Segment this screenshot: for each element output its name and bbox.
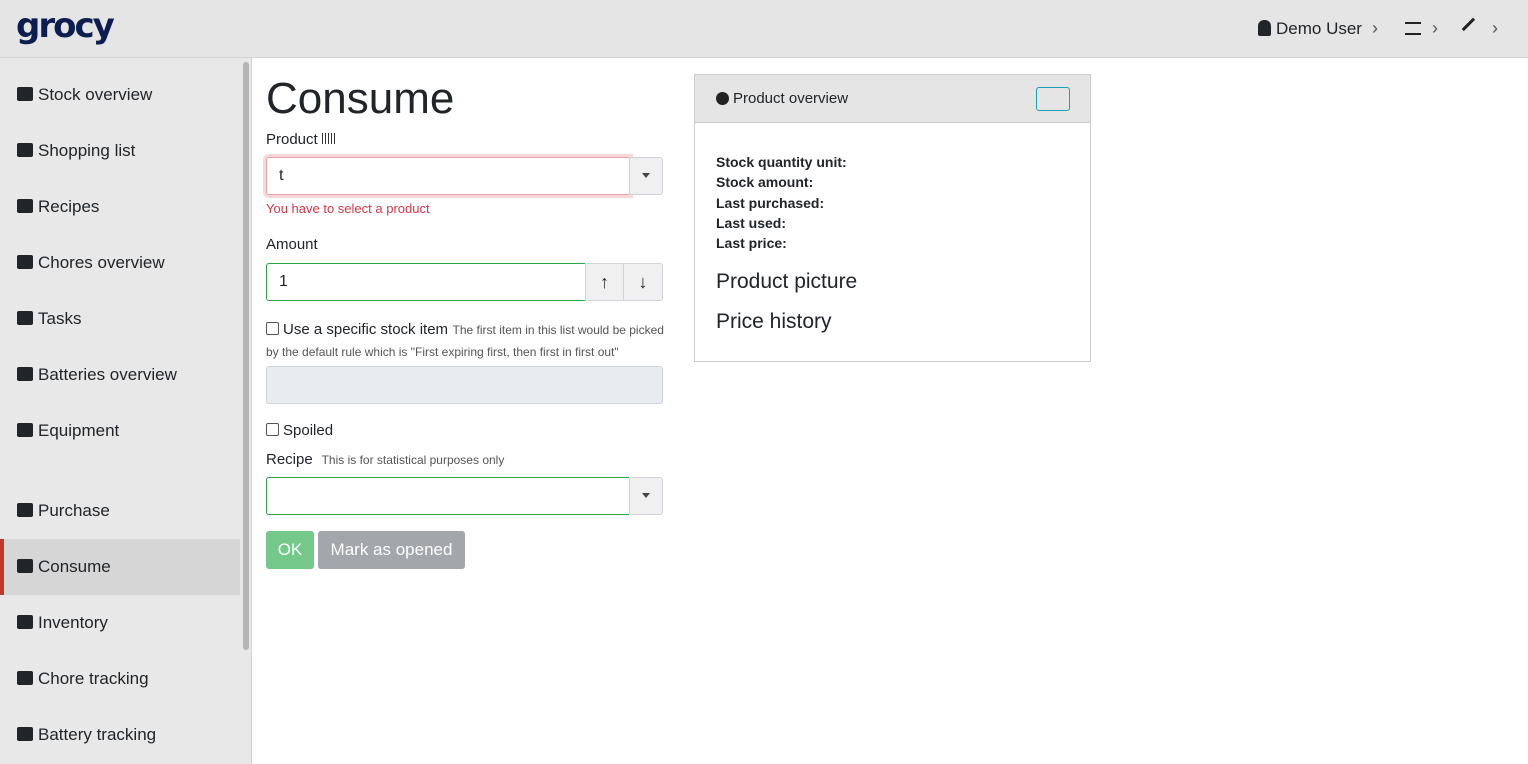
sidebar: Stock overview Shopping list Recipes Cho…: [0, 58, 252, 764]
field: Last purchased:: [716, 195, 825, 211]
nav-label: Recipes: [38, 197, 100, 216]
icon: [17, 423, 33, 437]
nav-item[interactable]: Battery tracking: [0, 707, 240, 763]
nav-item[interactable]: Purchase: [0, 483, 240, 539]
icon: [17, 559, 33, 573]
page-title: Consume: [266, 74, 455, 123]
error-message: You have to select a product: [266, 201, 430, 216]
nav-item-active[interactable]: Consume: [0, 539, 240, 595]
icon: [17, 199, 33, 213]
nav-label: Purchase: [38, 501, 110, 520]
card-header: Product overview: [695, 75, 1090, 123]
nav-label: Shopping list: [38, 141, 136, 160]
barcode-icon[interactable]: [321, 133, 337, 144]
nav-label: Stock overview: [38, 85, 153, 104]
settings-icon[interactable]: [1405, 22, 1421, 35]
tools-icon[interactable]: [1461, 17, 1485, 41]
icon: [716, 92, 729, 105]
icon: [17, 87, 33, 101]
scrollbar[interactable]: [243, 62, 249, 650]
nav-item[interactable]: Tasks: [0, 291, 240, 347]
nav-label: Battery tracking: [38, 725, 157, 744]
field-label: Amount: [266, 236, 318, 253]
icon: [17, 727, 33, 741]
nav-item[interactable]: Shopping list: [0, 123, 240, 179]
nav-item[interactable]: Inventory: [0, 595, 240, 651]
nav-label: Chores overview: [38, 253, 165, 272]
ok-button[interactable]: OK: [266, 531, 314, 569]
nav-label: Equipment: [38, 421, 120, 440]
recipe-input[interactable]: [266, 477, 630, 515]
field: Stock quantity unit:: [716, 154, 847, 170]
increase-button[interactable]: ↑: [585, 263, 624, 301]
logo[interactable]: grocy: [16, 6, 115, 46]
icon: [17, 615, 33, 629]
nav-label: Chore tracking: [38, 669, 149, 688]
field-label: Recipe: [266, 451, 313, 468]
chevron: ›: [1432, 18, 1438, 38]
icon: [17, 255, 33, 269]
mark-opened-button[interactable]: Mark as opened: [318, 531, 465, 569]
field: Last used:: [716, 215, 787, 231]
decrease-button[interactable]: ↓: [623, 263, 663, 301]
nav-item[interactable]: Chores overview: [0, 235, 240, 291]
icon: [17, 671, 33, 685]
checkbox-label[interactable]: Use a specific stock item: [283, 321, 449, 338]
section-title: Product picture: [716, 270, 858, 293]
section-title: Price history: [716, 310, 832, 333]
nav-item[interactable]: Recipes: [0, 179, 240, 235]
checkbox-label[interactable]: Spoiled: [283, 422, 334, 439]
checkbox[interactable]: [266, 322, 279, 335]
chevron: ›: [1372, 18, 1378, 38]
edit-button[interactable]: [1036, 87, 1070, 111]
amount-input[interactable]: 1: [266, 263, 586, 301]
dropdown-button[interactable]: [629, 157, 663, 195]
hint: This is for statistical purposes only: [321, 453, 505, 467]
nav-label: Batteries overview: [38, 365, 177, 384]
nav-label: Consume: [38, 557, 111, 576]
field: Last price:: [716, 235, 787, 251]
product-input[interactable]: t: [266, 157, 630, 195]
product-overview-card: Product overview Stock quantity unit: St…: [694, 74, 1091, 362]
label-text: Product: [266, 131, 318, 148]
card-title: Product overview: [733, 90, 849, 107]
specific-stock-row: Use a specific stock item The first item…: [266, 319, 666, 363]
field-label: Product: [266, 131, 337, 148]
checkbox[interactable]: [266, 423, 279, 436]
nav-label: Tasks: [38, 309, 82, 328]
nav-label: Inventory: [38, 613, 108, 632]
user-menu[interactable]: Demo User: [1276, 19, 1362, 38]
icon: [17, 311, 33, 325]
recipe-label-row: Recipe This is for statistical purposes …: [266, 451, 504, 469]
spoiled-row: Spoiled: [266, 422, 333, 440]
nav-item[interactable]: Chore tracking: [0, 651, 240, 707]
user-icon: [1258, 20, 1271, 36]
nav-item[interactable]: Batteries overview: [0, 347, 240, 403]
field: Stock amount:: [716, 174, 814, 190]
nav-item[interactable]: Equipment: [0, 403, 240, 459]
hint: The first item in this list would be pic…: [266, 323, 664, 359]
icon: [17, 367, 33, 381]
nav-item[interactable]: Stock overview: [0, 67, 240, 123]
dropdown-button[interactable]: [629, 477, 663, 515]
icon: [17, 143, 33, 157]
chevron: ›: [1492, 18, 1498, 38]
icon: [17, 503, 33, 517]
header: grocy Demo User › › ›: [0, 0, 1528, 58]
stock-select-disabled: [266, 366, 663, 404]
